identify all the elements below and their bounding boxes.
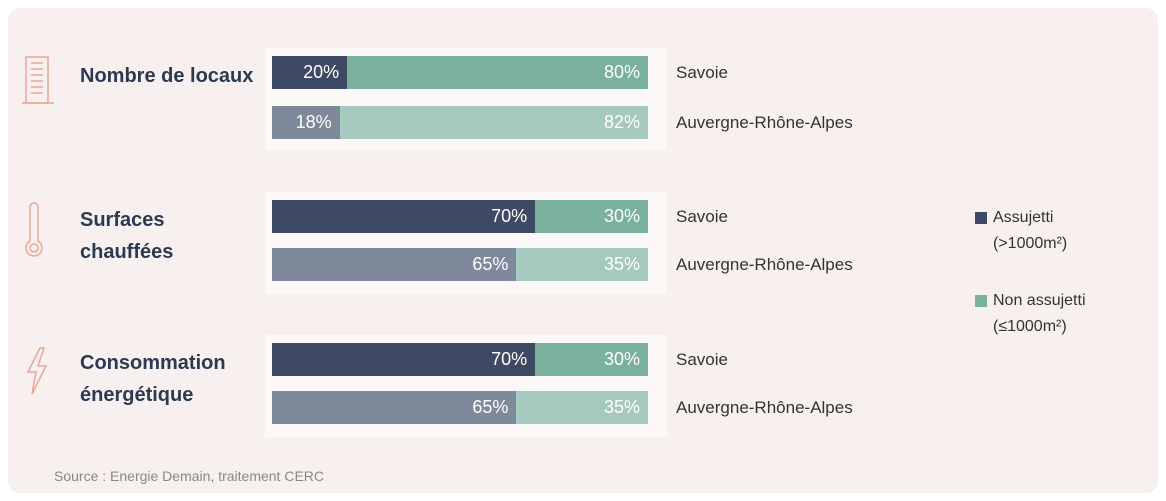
row-label: Savoie (676, 63, 728, 82)
value-label: 80% (603, 62, 640, 82)
value-label: 65% (472, 254, 509, 274)
lightning-icon (26, 347, 48, 395)
value-label: 30% (603, 349, 640, 369)
row-label: Auvergne-Rhône-Alpes (676, 398, 853, 417)
value-label: 35% (603, 254, 640, 274)
legend-swatch (975, 295, 987, 307)
value-label: 70% (491, 206, 528, 226)
value-label: 82% (603, 112, 640, 132)
legend-swatch (975, 212, 987, 224)
bar-segment (516, 248, 648, 281)
legend-label: Assujetti (>1000m²) (993, 209, 1068, 252)
bar-segment (272, 200, 536, 233)
value-label: 18% (295, 112, 332, 132)
building-windows (31, 62, 43, 94)
group-label: Surfaces chauffées (80, 209, 174, 263)
building-icon (25, 56, 49, 104)
source: Source : Energie Demain, traitement CERC (54, 468, 324, 484)
bar-segment (339, 106, 648, 139)
bar-segment (272, 343, 536, 376)
row-label: Auvergne-Rhône-Alpes (676, 255, 853, 274)
row-label: Auvergne-Rhône-Alpes (676, 113, 853, 132)
value-label: 65% (472, 397, 509, 417)
row-label: Savoie (676, 207, 728, 226)
bar-segment (535, 343, 648, 376)
value-label: 35% (603, 397, 640, 417)
thermometer-icon (25, 202, 43, 257)
bar-segment (347, 56, 648, 89)
icons (22, 56, 54, 395)
group-label: Consommation énergétique (80, 352, 226, 406)
value-label: 70% (491, 349, 528, 369)
bar-segment (535, 200, 648, 233)
thermometer-bulb (29, 243, 39, 253)
legend-label: Non assujetti (≤1000m²) (993, 292, 1086, 335)
bar-segment (516, 391, 648, 424)
row-label: Savoie (676, 350, 728, 369)
bar-segment (272, 391, 517, 424)
value-label: 20% (303, 62, 340, 82)
bar-segment (272, 106, 340, 139)
bar-segment (272, 56, 348, 89)
bar-segment (272, 248, 517, 281)
group-label: Nombre de locaux (80, 65, 254, 87)
value-label: 30% (603, 206, 640, 226)
